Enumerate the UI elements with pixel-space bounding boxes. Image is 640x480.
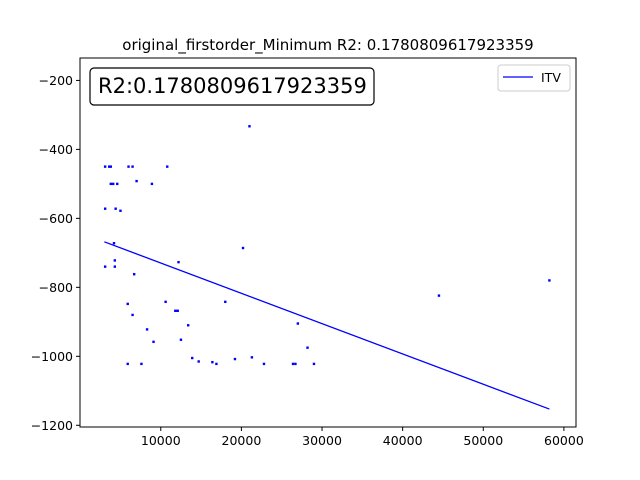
- scatter-point: [145, 328, 149, 331]
- scatter-point: [291, 362, 295, 366]
- scatter-point: [119, 209, 122, 212]
- y-tick-label: −800: [39, 280, 73, 295]
- plot-area: [80, 58, 576, 427]
- scatter-point: [211, 360, 214, 364]
- x-tick-label: 30000: [302, 433, 342, 448]
- y-tick-label: −200: [39, 73, 73, 88]
- y-tick-label: −600: [39, 211, 73, 226]
- y-tick-label: −400: [39, 142, 73, 157]
- itv-trend-line: [104, 241, 550, 410]
- scatter-point: [126, 362, 129, 366]
- scatter-point: [131, 313, 134, 317]
- chart-title: original_firstorder_Minimum R2: 0.178080…: [122, 36, 533, 55]
- scatter-point: [312, 362, 316, 366]
- scatter-point: [191, 356, 194, 360]
- scatter-point: [132, 273, 136, 276]
- scatter-point: [296, 322, 300, 325]
- x-tick-label: 40000: [383, 433, 423, 448]
- legend: ITV: [497, 64, 571, 92]
- scatter-point: [294, 362, 297, 366]
- scatter-point: [164, 300, 167, 304]
- scatter-point: [135, 179, 138, 183]
- scatter-point: [114, 207, 117, 210]
- scatter-point: [177, 260, 180, 264]
- legend-label: ITV: [541, 70, 561, 85]
- y-tick-label: −1200: [31, 418, 73, 433]
- scatter-point: [112, 241, 116, 245]
- axes-frame: [79, 57, 577, 428]
- scatter-point: [248, 125, 251, 128]
- scatter-point: [241, 246, 245, 250]
- scatter-point: [140, 362, 143, 366]
- r2-annotation-frame: [89, 67, 375, 106]
- scatter-point: [112, 182, 115, 186]
- scatter-point: [103, 207, 107, 210]
- scatter-point: [197, 360, 200, 363]
- x-tick-label: 10000: [141, 433, 181, 448]
- r2-annotation-text: R2:0.1780809617923359: [98, 74, 367, 98]
- scatter-point: [250, 356, 254, 359]
- scatter-point: [126, 302, 129, 306]
- scatter-point: [116, 182, 119, 186]
- scatter-point: [113, 259, 117, 262]
- scatter-point: [306, 346, 309, 349]
- scatter-point: [187, 324, 190, 327]
- x-tick-label: 20000: [222, 433, 262, 448]
- legend-frame: [497, 64, 571, 92]
- scatter-point: [103, 265, 107, 268]
- x-tick-label: 50000: [463, 433, 503, 448]
- scatter-point: [224, 300, 227, 304]
- y-tick-label: −1000: [31, 349, 73, 364]
- scatter-point: [127, 165, 130, 168]
- scatter-point: [152, 340, 155, 344]
- scatter-point: [548, 279, 551, 282]
- scatter-point: [215, 362, 218, 366]
- scatter-point: [174, 309, 177, 312]
- scatter-point: [437, 294, 441, 297]
- scatter-point: [131, 165, 134, 168]
- scatter-point: [233, 357, 237, 361]
- scatter-point: [150, 182, 154, 186]
- marks-layer: [103, 125, 551, 410]
- scatter-point: [107, 165, 111, 168]
- axes-layer: 10000 20000 30000 40000 50000 60000 −1200 −1000…: [31, 57, 584, 448]
- scatter-point: [166, 165, 169, 168]
- scatter-point: [109, 165, 112, 168]
- scatter-point: [109, 182, 112, 186]
- scatter-point: [179, 338, 183, 341]
- scatter-point: [262, 362, 266, 366]
- scatter-point: [103, 165, 107, 168]
- x-tick-label: 60000: [544, 433, 584, 448]
- r2-annotation: R2:0.1780809617923359: [89, 67, 375, 106]
- scatter-point: [176, 309, 179, 312]
- scatter-point: [113, 265, 117, 268]
